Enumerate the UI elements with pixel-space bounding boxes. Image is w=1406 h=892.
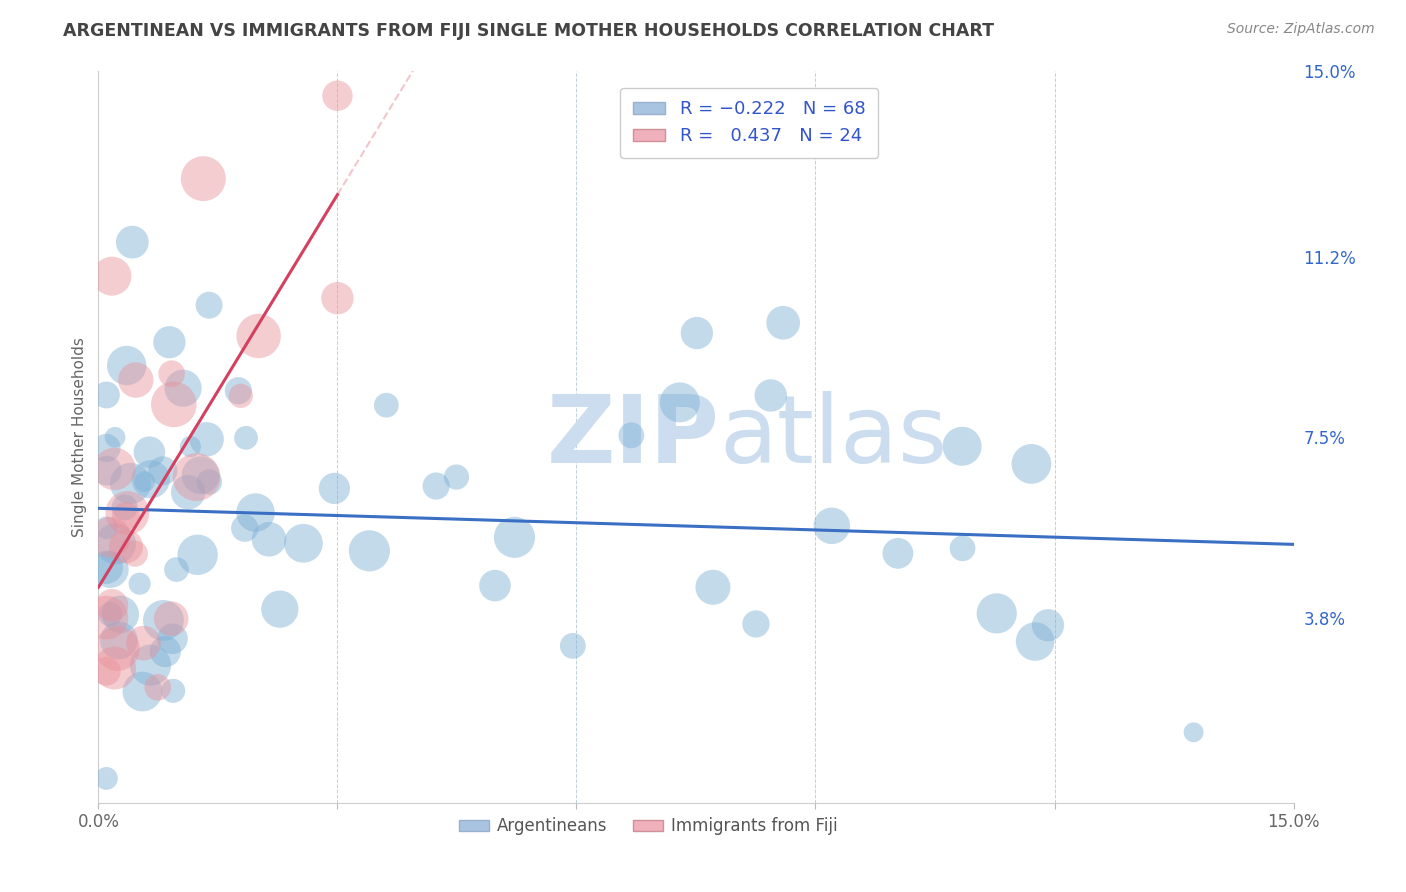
Point — [115, 539, 138, 553]
Point — [669, 395, 692, 409]
Point — [132, 636, 155, 650]
Point — [146, 681, 169, 695]
Point — [952, 541, 974, 556]
Point — [986, 607, 1008, 621]
Point — [120, 476, 142, 491]
Point — [326, 291, 349, 305]
Point — [1021, 457, 1043, 471]
Point — [101, 599, 124, 613]
Point — [247, 329, 270, 343]
Point — [138, 445, 160, 459]
Point — [759, 388, 782, 402]
Point — [110, 607, 132, 622]
Point — [104, 430, 127, 444]
Point — [166, 562, 188, 576]
Point — [96, 464, 118, 478]
Legend: Argentineans, Immigrants from Fiji: Argentineans, Immigrants from Fiji — [453, 811, 844, 842]
Point — [107, 641, 129, 656]
Point — [152, 464, 174, 478]
Point — [155, 644, 177, 658]
Point — [1036, 618, 1059, 632]
Point — [503, 530, 526, 544]
Point — [620, 428, 643, 442]
Text: Source: ZipAtlas.com: Source: ZipAtlas.com — [1227, 22, 1375, 37]
Point — [887, 546, 910, 560]
Point — [100, 530, 122, 544]
Point — [96, 388, 118, 402]
Point — [115, 508, 138, 523]
Point — [1024, 634, 1046, 648]
Point — [233, 521, 256, 535]
Point — [195, 432, 218, 446]
Point — [108, 633, 131, 648]
Point — [187, 548, 209, 562]
Point — [292, 536, 315, 550]
Point — [160, 367, 183, 381]
Point — [198, 475, 221, 489]
Point — [193, 171, 215, 186]
Point — [124, 547, 146, 561]
Point — [152, 614, 174, 628]
Point — [134, 475, 156, 489]
Point — [198, 298, 221, 312]
Point — [446, 470, 468, 484]
Point — [98, 563, 121, 577]
Point — [375, 398, 398, 412]
Text: ZIP: ZIP — [547, 391, 720, 483]
Point — [104, 537, 127, 551]
Point — [131, 684, 153, 698]
Point — [323, 482, 346, 496]
Point — [229, 389, 252, 403]
Point — [186, 470, 208, 484]
Point — [98, 607, 121, 622]
Point — [177, 485, 200, 500]
Point — [163, 397, 186, 411]
Point — [269, 602, 291, 616]
Point — [190, 468, 212, 483]
Point — [425, 479, 447, 493]
Point — [1182, 725, 1205, 739]
Point — [115, 359, 138, 373]
Point — [257, 533, 280, 547]
Point — [121, 235, 143, 249]
Point — [950, 439, 973, 453]
Point — [117, 506, 139, 520]
Point — [96, 521, 118, 535]
Point — [179, 440, 201, 454]
Point — [96, 441, 118, 455]
Point — [128, 576, 150, 591]
Point — [561, 639, 583, 653]
Point — [484, 578, 506, 592]
Point — [686, 326, 709, 340]
Point — [162, 632, 184, 646]
Point — [235, 431, 257, 445]
Point — [125, 373, 148, 387]
Point — [103, 661, 125, 675]
Point — [157, 335, 180, 350]
Point — [326, 88, 349, 103]
Text: ARGENTINEAN VS IMMIGRANTS FROM FIJI SINGLE MOTHER HOUSEHOLDS CORRELATION CHART: ARGENTINEAN VS IMMIGRANTS FROM FIJI SING… — [63, 22, 994, 40]
Point — [745, 616, 768, 631]
Text: atlas: atlas — [720, 391, 948, 483]
Point — [96, 560, 118, 574]
Point — [96, 610, 118, 624]
Point — [702, 580, 724, 594]
Point — [228, 384, 250, 398]
Point — [245, 506, 267, 520]
Point — [821, 518, 844, 533]
Point — [96, 665, 118, 679]
Point — [772, 316, 794, 330]
Point — [114, 500, 136, 515]
Y-axis label: Single Mother Households: Single Mother Households — [72, 337, 87, 537]
Point — [139, 472, 162, 486]
Point — [139, 658, 162, 673]
Point — [359, 544, 381, 558]
Point — [162, 683, 184, 698]
Point — [96, 772, 118, 786]
Point — [103, 462, 125, 476]
Point — [172, 381, 194, 395]
Point — [101, 269, 124, 284]
Point — [160, 612, 183, 626]
